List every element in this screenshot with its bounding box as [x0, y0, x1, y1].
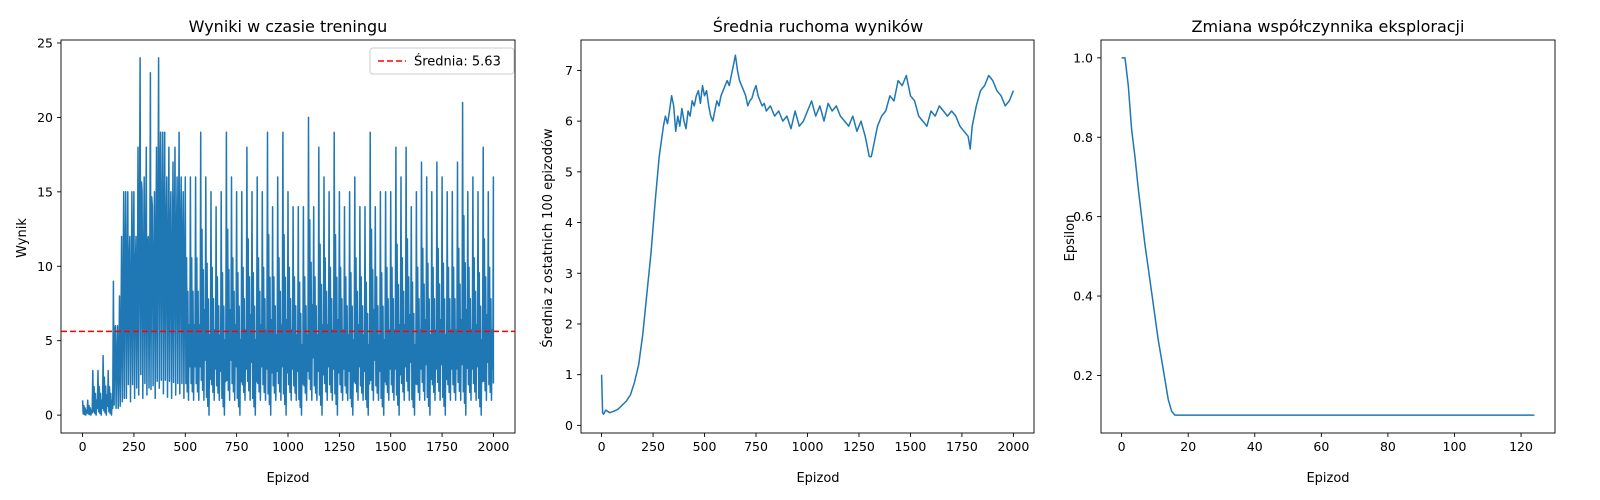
- y-tick-label: 25: [37, 35, 53, 50]
- panel-moving-average: Średnia ruchoma wyników Epizod Średnia z…: [540, 17, 1035, 486]
- y-tick-label: 5: [565, 164, 573, 179]
- x-axis-label: Epizod: [1306, 471, 1349, 486]
- y-tick-label: 15: [37, 184, 53, 199]
- y-tick-label: 1: [565, 367, 573, 382]
- y-tick-label: 2: [565, 316, 573, 331]
- series-line: [600, 54, 1015, 415]
- axes-frame: [1100, 39, 1556, 434]
- x-tick-label: 1000: [272, 439, 304, 454]
- x-tick-label: 1500: [895, 439, 927, 454]
- x-tick-label: 20: [1180, 439, 1196, 454]
- chart-title: Wyniki w czasie treningu: [189, 17, 388, 36]
- x-tick-label: 0: [598, 439, 606, 454]
- x-tick-label: 0: [79, 439, 87, 454]
- y-tick-label: 0.2: [1073, 368, 1093, 383]
- series-line: [81, 57, 495, 416]
- y-axis-label: Epsilon: [1063, 215, 1078, 262]
- y-tick-label: 0.8: [1073, 130, 1093, 145]
- y-axis-label: Średnia z ostatnich 100 epizodów: [540, 128, 556, 348]
- x-tick-label: 250: [122, 439, 146, 454]
- x-axis-label: Epizod: [796, 471, 839, 486]
- legend-label: Średnia: 5.63: [414, 54, 501, 70]
- x-tick-label: 80: [1380, 439, 1396, 454]
- x-tick-label: 750: [744, 439, 768, 454]
- y-axis-label: Wynik: [15, 218, 30, 258]
- x-tick-label: 1500: [375, 439, 407, 454]
- x-axis-label: Epizod: [266, 471, 309, 486]
- x-tick-label: 500: [173, 439, 197, 454]
- y-tick-label: 4: [565, 215, 573, 230]
- y-tick-label: 1.0: [1073, 50, 1093, 65]
- series-line: [1121, 57, 1535, 416]
- chart-title: Średnia ruchoma wyników: [713, 17, 924, 36]
- y-tick-label: 5: [45, 333, 53, 348]
- y-tick-label: 10: [37, 259, 53, 274]
- y-tick-label: 7: [565, 63, 573, 78]
- y-tick-label: 0: [45, 408, 53, 423]
- x-tick-label: 120: [1509, 439, 1533, 454]
- x-tick-label: 1250: [323, 439, 355, 454]
- x-tick-label: 1250: [843, 439, 875, 454]
- x-tick-label: 2000: [998, 439, 1030, 454]
- y-tick-label: 20: [37, 110, 53, 125]
- y-tick-label: 3: [565, 266, 573, 281]
- x-tick-label: 40: [1247, 439, 1263, 454]
- x-tick-label: 1000: [792, 439, 824, 454]
- x-tick-label: 1750: [946, 439, 978, 454]
- legend-box: [369, 47, 515, 75]
- y-tick-label: 0: [565, 418, 573, 433]
- x-tick-label: 750: [225, 439, 249, 454]
- panel-epsilon: Zmiana współczynnika eksploracji Epizod …: [1063, 17, 1556, 486]
- panel-scores: Wyniki w czasie treningu Epizod Wynik 0 2…: [15, 17, 516, 486]
- y-tick-label: 6: [565, 114, 573, 129]
- chart-title: Zmiana współczynnika eksploracji: [1192, 17, 1465, 36]
- y-tick-label: 0.4: [1073, 289, 1093, 304]
- x-tick-label: 250: [641, 439, 665, 454]
- x-tick-label: 1750: [426, 439, 458, 454]
- x-tick-label: 100: [1443, 439, 1467, 454]
- y-tick-label: 0.6: [1073, 209, 1093, 224]
- legend: Średnia: 5.63: [369, 47, 515, 75]
- axes-frame: [580, 39, 1035, 434]
- x-tick-label: 0: [1118, 439, 1126, 454]
- x-tick-label: 60: [1313, 439, 1329, 454]
- x-tick-label: 2000: [478, 439, 510, 454]
- x-tick-label: 500: [693, 439, 717, 454]
